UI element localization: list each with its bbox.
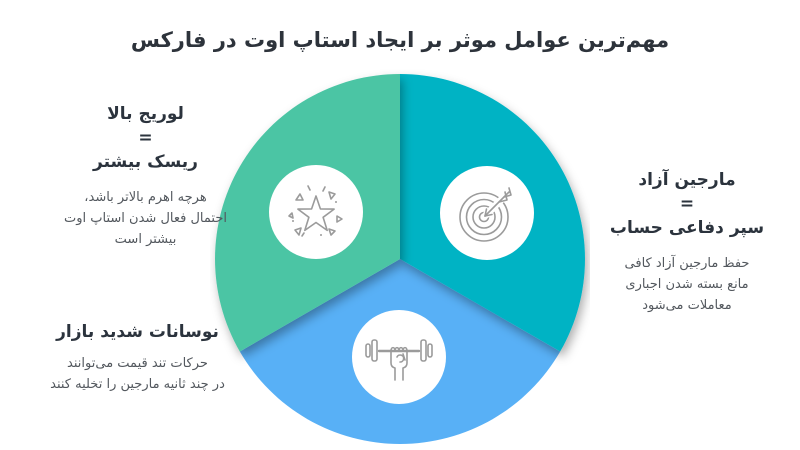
factor-leverage-heading: لوریج بالا = ریسک بیشتر (93, 104, 198, 173)
star-burst-icon (288, 185, 343, 237)
factor-free-margin: مارجین آزاد = سپر دفاعی حساب حفظ مارجین … (575, 168, 799, 317)
factor-free-margin-body: حفظ مارجین آزاد کافی مانع بسته شدن اجبار… (624, 256, 750, 313)
factor-volatility-heading: نوسانات شدید بازار (56, 322, 219, 342)
factor-free-margin-heading: مارجین آزاد = سپر دفاعی حساب (609, 170, 765, 239)
target-arrow-icon (459, 186, 515, 242)
icon-disc-leverage (269, 165, 363, 259)
pie-chart (210, 69, 590, 449)
pie-chart-svg (215, 74, 585, 444)
factor-leverage-body: هرچه اهرم بالاتر باشد، احتمال فعال شدن ا… (64, 190, 227, 247)
factor-volatility: نوسانات شدید بازار حرکات تند قیمت می‌توا… (20, 320, 255, 396)
icon-disc-volatility (352, 310, 446, 404)
factor-volatility-body: حرکات تند قیمت می‌توانند در چند ثانیه ما… (50, 356, 225, 392)
factor-leverage: لوریج بالا = ریسک بیشتر هرچه اهرم بالاتر… (28, 102, 263, 251)
fist-dumbbell-icon (365, 339, 433, 381)
page-title: مهم‌ترین عوامل موثر بر ایجاد استاپ اوت د… (130, 28, 670, 52)
